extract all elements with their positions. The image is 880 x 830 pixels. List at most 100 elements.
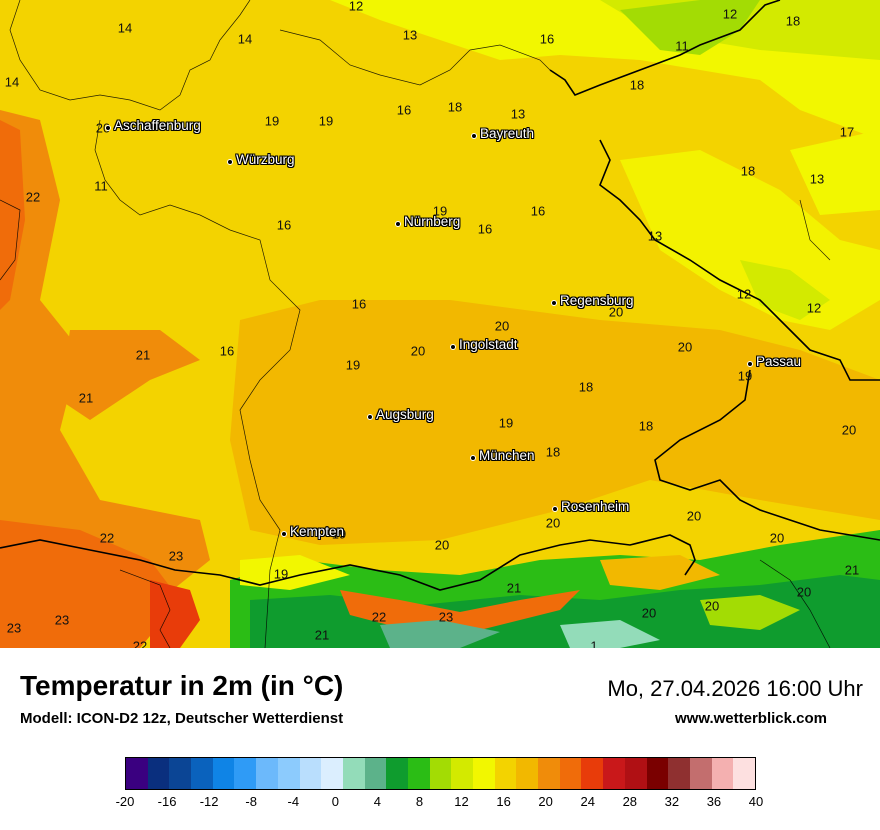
temperature-value: 13 xyxy=(809,171,825,187)
city-name: Augsburg xyxy=(376,407,434,422)
temperature-value: 20 xyxy=(677,339,693,355)
color-swatch xyxy=(711,758,734,789)
city-name: Regensburg xyxy=(560,293,634,308)
color-swatch xyxy=(494,758,517,789)
color-swatch xyxy=(516,758,539,789)
city-dot-icon xyxy=(395,221,401,227)
temperature-value: 18 xyxy=(638,418,654,434)
temperature-value: 21 xyxy=(78,390,94,406)
color-swatch xyxy=(646,758,669,789)
city-dot-icon xyxy=(450,344,456,350)
scale-tick-label: 16 xyxy=(496,794,511,809)
temperature-value: 18 xyxy=(447,99,463,115)
scale-tick-label: -20 xyxy=(115,794,135,809)
color-scale xyxy=(125,757,756,790)
temperature-value: 18 xyxy=(629,77,645,93)
city-dot-icon xyxy=(281,531,287,537)
scale-tick-label: -12 xyxy=(199,794,219,809)
temperature-value: 17 xyxy=(839,124,855,140)
temperature-value: 23 xyxy=(54,612,70,628)
color-swatch xyxy=(624,758,647,789)
color-swatch xyxy=(234,758,257,789)
temperature-value: 21 xyxy=(506,580,522,596)
color-swatch xyxy=(559,758,582,789)
temperature-value: 16 xyxy=(396,102,412,118)
temperature-value: 21 xyxy=(135,347,151,363)
city-dot-icon xyxy=(105,125,111,131)
temperature-value: 12 xyxy=(722,6,738,22)
model-info: Modell: ICON-D2 12z, Deutscher Wetterdie… xyxy=(20,710,344,727)
temperature-value: 11 xyxy=(94,178,108,194)
temperature-value: 20 xyxy=(769,530,785,546)
color-swatch xyxy=(668,758,690,789)
temperature-value: 19 xyxy=(432,203,448,219)
temperature-value: 19 xyxy=(331,526,347,542)
temperature-value: 20 xyxy=(95,120,111,136)
city-name: Passau xyxy=(756,354,802,369)
temperature-value: 20 xyxy=(641,605,657,621)
color-swatch xyxy=(212,758,235,789)
city-name: Würzburg xyxy=(236,152,295,167)
temperature-value: 18 xyxy=(785,13,801,29)
temperature-value: 19 xyxy=(498,415,514,431)
temperature-value: 16 xyxy=(530,203,546,219)
temperature-value: 12 xyxy=(806,300,822,316)
temperature-value: 20 xyxy=(686,508,702,524)
city-dot-icon xyxy=(470,455,476,461)
temperature-value: 18 xyxy=(740,163,756,179)
temperature-value: 19 xyxy=(264,113,280,129)
temperature-value: 13 xyxy=(402,27,418,43)
temperature-value: 1 xyxy=(590,638,598,649)
temperature-value: 14 xyxy=(117,20,133,36)
color-swatch xyxy=(147,758,170,789)
scale-tick-label: 28 xyxy=(622,794,638,809)
scale-tick-label: -4 xyxy=(287,794,300,809)
temperature-value: 20 xyxy=(796,584,812,600)
color-swatch xyxy=(364,758,387,789)
temperature-value: 19 xyxy=(318,113,334,129)
scale-tick-label: 4 xyxy=(373,794,382,809)
temperature-value: 23 xyxy=(438,609,454,625)
map-title: Temperatur in 2m (in °C) xyxy=(20,670,344,701)
scale-tick-label: 32 xyxy=(664,794,680,809)
color-swatch xyxy=(191,758,213,789)
temperature-value: 12 xyxy=(736,286,752,302)
temperature-value: 11 xyxy=(675,38,689,54)
city-dot-icon xyxy=(227,159,233,165)
city-dot-icon xyxy=(551,300,557,306)
color-swatch xyxy=(538,758,560,789)
temperature-value: 13 xyxy=(647,228,663,244)
city-dot-icon xyxy=(367,414,373,420)
temperature-value: 12 xyxy=(348,0,364,14)
color-swatch xyxy=(603,758,625,789)
scale-tick-label: 20 xyxy=(538,794,553,809)
temperature-value: 22 xyxy=(99,530,115,546)
color-swatch xyxy=(256,758,278,789)
temperature-value: 23 xyxy=(6,620,22,636)
city-dot-icon xyxy=(471,133,477,139)
temperature-value: 16 xyxy=(351,296,367,312)
color-swatch xyxy=(321,758,343,789)
color-swatch xyxy=(733,758,755,789)
temperature-value: 18 xyxy=(578,379,594,395)
scale-tick-label: 24 xyxy=(580,794,595,809)
website-link[interactable]: www.wetterblick.com xyxy=(675,710,827,727)
scale-tick-label: 12 xyxy=(454,794,469,809)
scale-tick-label: 8 xyxy=(415,794,424,809)
color-swatch xyxy=(581,758,604,789)
color-swatch xyxy=(342,758,365,789)
color-swatch xyxy=(277,758,300,789)
temperature-map: 12 14 14 13 16 12 18 11 14 18 16 18 13 19 19 20 17 18 13 11… xyxy=(0,0,880,648)
temperature-value: 21 xyxy=(314,627,330,643)
temperature-value: 23 xyxy=(168,548,184,564)
temperature-value: 18 xyxy=(545,444,561,460)
city-dot-icon xyxy=(747,361,753,367)
scale-tick-label: 0 xyxy=(331,794,339,809)
temperature-value: 22 xyxy=(132,638,148,649)
temperature-value: 21 xyxy=(844,562,860,578)
city-name: Rosenheim xyxy=(561,499,630,514)
scale-tick-label: 40 xyxy=(748,794,764,809)
temperature-value: 20 xyxy=(410,343,426,359)
color-swatch xyxy=(169,758,192,789)
temperature-value: 16 xyxy=(219,343,235,359)
